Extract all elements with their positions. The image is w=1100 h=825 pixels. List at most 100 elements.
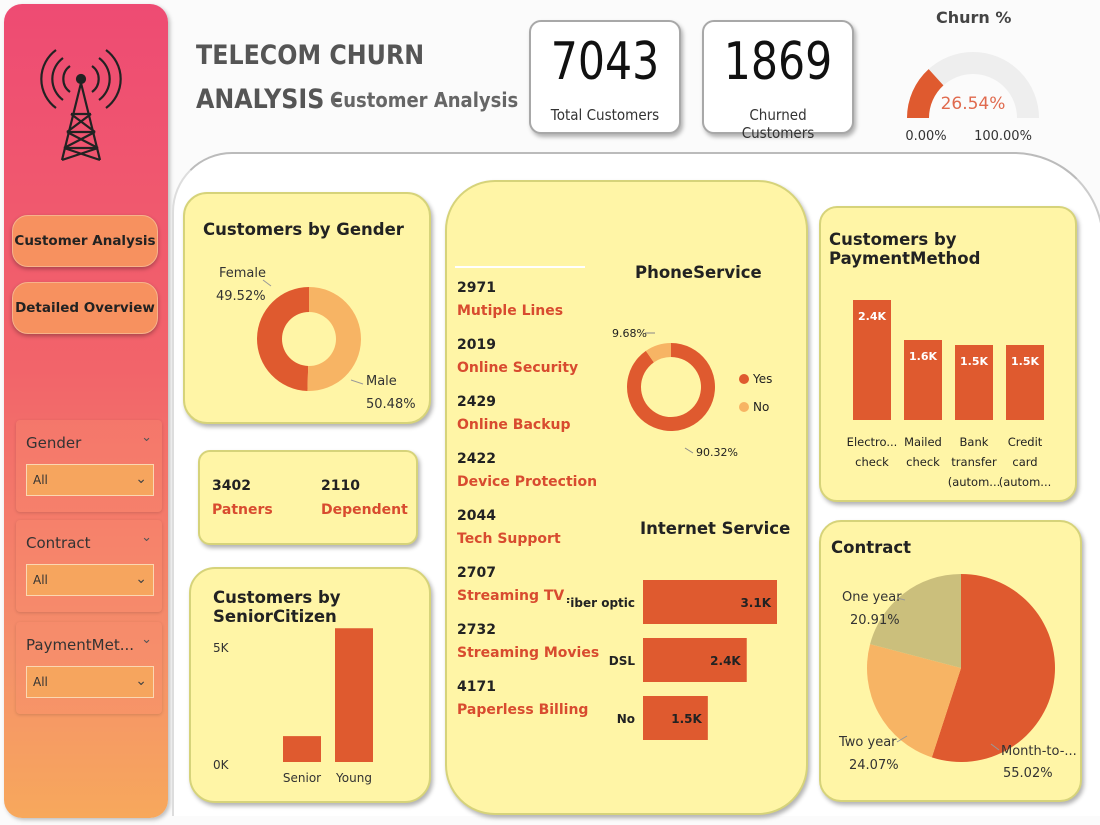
chevron-down-icon: ⌄: [135, 571, 147, 587]
payment-bar[interactable]: [955, 345, 993, 420]
contract-pie: One year 20.91% Two year 24.07% Month-to…: [838, 574, 1077, 781]
internet-value-label: 2.4K: [710, 654, 741, 668]
internet-value-label: 3.1K: [740, 596, 771, 610]
phone-no-slice: [645, 343, 671, 363]
senior-bar[interactable]: [283, 736, 321, 762]
contract-dropdown[interactable]: All ⌄: [26, 564, 154, 596]
slicer-gender-title: Gender: [26, 434, 82, 452]
contract-dropdown-value: All: [33, 573, 48, 587]
service-value: 2422: [457, 451, 496, 467]
payment-value-label: 2.4K: [858, 310, 886, 323]
service-label: Paperless Billing: [457, 702, 589, 718]
payment-bar[interactable]: [1006, 345, 1044, 420]
payment-bar[interactable]: [853, 300, 891, 420]
young-bar[interactable]: [335, 628, 373, 762]
payment-category-label: Bank: [960, 435, 989, 449]
legend-yes-label: Yes: [752, 372, 772, 386]
nav-customer-analysis-button[interactable]: Customer Analysis: [12, 215, 158, 267]
payment-bar[interactable]: [904, 340, 942, 420]
legend-no-label: No: [753, 400, 769, 414]
gender-card-title: Customers by Gender: [203, 220, 404, 239]
kpi-churned-customers: 1869 Churned Customers: [702, 20, 854, 142]
payment-dropdown-value: All: [33, 675, 48, 689]
kpi-total-customers: 7043 Total Customers: [529, 20, 681, 134]
senior-card-title: Customers by SeniorCitizen: [213, 588, 341, 626]
payment-card: Customers by PaymentMethod 2.4K Electro..…: [819, 206, 1077, 502]
payment-category-label: Electro...: [847, 435, 898, 449]
gender-male-name: Male: [366, 374, 397, 389]
kpi-churned-label: Churned Customers: [741, 106, 815, 142]
page-title-line1: TELECOM CHURN: [196, 40, 425, 71]
service-value: 2019: [457, 337, 496, 353]
payment-category-label: transfer: [951, 455, 997, 469]
contract-m2m-name: Month-to-...: [1001, 744, 1077, 759]
internet-value-label: 1.5K: [671, 712, 702, 726]
gender-male-slice: [307, 287, 362, 391]
payment-category-label: (autom...: [999, 475, 1052, 489]
chevron-down-icon[interactable]: ⌄: [141, 430, 152, 445]
nav-detailed-overview-button[interactable]: Detailed Overview: [12, 282, 158, 334]
young-xlabel: Young: [335, 771, 372, 785]
payment-category-label: (autom...: [948, 475, 1001, 489]
phone-service-donut: 9.68% 90.32% Yes No: [612, 327, 772, 459]
contract-one-year-leader: [896, 597, 906, 601]
internet-bar-chart: Fiber optic 3.1K DSL 2.4K No 1.5K: [567, 580, 777, 740]
contract-two-year-leader: [896, 735, 908, 743]
phone-yes-leader: [684, 447, 694, 454]
partners-label: Patners: [212, 502, 273, 518]
gauge-value-label: 26.54%: [941, 94, 1006, 114]
internet-bar[interactable]: [643, 638, 747, 682]
contract-one-year-name: One year: [842, 590, 902, 605]
gauge-max-label: 100.00%: [974, 129, 1032, 144]
tower-icon: [40, 49, 122, 162]
services-card: 2971 Mutiple Lines 2019 Online Security 2429…: [445, 180, 808, 815]
service-value: 2429: [457, 394, 496, 410]
internet-bar[interactable]: [643, 696, 708, 740]
gender-card: Customers by Gender Female 49.52% Male 5…: [183, 192, 431, 424]
service-label: Streaming TV: [457, 588, 565, 604]
senior-ytick-top: 5K: [213, 641, 230, 655]
senior-xlabel: Senior: [283, 771, 321, 785]
internet-category-label: DSL: [609, 654, 636, 668]
gender-male-pct: 50.48%: [366, 397, 416, 412]
kpi-churned-value: 1869: [723, 32, 833, 92]
gender-dropdown-value: All: [33, 473, 48, 487]
contract-card: Contract One year 20.91% Two year 24.07%…: [819, 520, 1082, 802]
contract-m2m-slice: [931, 574, 1055, 762]
payment-card-title: Customers by PaymentMethod: [829, 230, 981, 268]
gender-female-slice: [257, 287, 309, 391]
internet-category-label: No: [617, 712, 635, 726]
slicer-payment-title: PaymentMet...: [26, 636, 135, 654]
chevron-down-icon: ⌄: [135, 673, 147, 689]
slicer-contract: Contract ⌄ All ⌄: [16, 520, 162, 612]
chevron-down-icon[interactable]: ⌄: [141, 530, 152, 545]
service-value: 2044: [457, 508, 496, 524]
kpi-total-label: Total Customers: [550, 106, 660, 124]
phone-no-pct: 9.68%: [612, 327, 647, 340]
dependent-label: Dependent: [321, 502, 408, 518]
contract-two-year-pct: 24.07%: [849, 758, 899, 773]
internet-bar[interactable]: [643, 580, 777, 624]
chevron-down-icon[interactable]: ⌄: [141, 632, 152, 647]
contract-one-year-slice: [870, 574, 961, 668]
service-value: 2732: [457, 622, 496, 638]
contract-two-year-name: Two year: [838, 735, 897, 750]
senior-ytick-bottom: 0K: [213, 758, 230, 772]
gauge-min-label: 0.00%: [905, 129, 946, 144]
services-divider: [455, 266, 585, 268]
payment-value-label: 1.5K: [1011, 355, 1039, 368]
partners-card: 3402 Patners 2110 Dependent: [198, 450, 418, 545]
kpi-total-value: 7043: [550, 32, 660, 92]
payment-value-label: 1.6K: [909, 350, 937, 363]
service-label: Online Backup: [457, 417, 571, 433]
internet-category-label: Fiber optic: [567, 596, 635, 610]
gender-dropdown[interactable]: All ⌄: [26, 464, 154, 496]
phone-yes-pct: 90.32%: [696, 446, 738, 459]
payment-bar-chart: 2.4K Electro... check 1.6K Mailed check 1.5K Ba…: [847, 300, 1052, 489]
payment-dropdown[interactable]: All ⌄: [26, 666, 154, 698]
service-label: Online Security: [457, 360, 579, 376]
senior-card: Customers by SeniorCitizen 5K 0K Senior …: [189, 567, 431, 803]
internet-service-title: Internet Service: [640, 519, 791, 538]
legend-no-dot: [739, 402, 749, 412]
